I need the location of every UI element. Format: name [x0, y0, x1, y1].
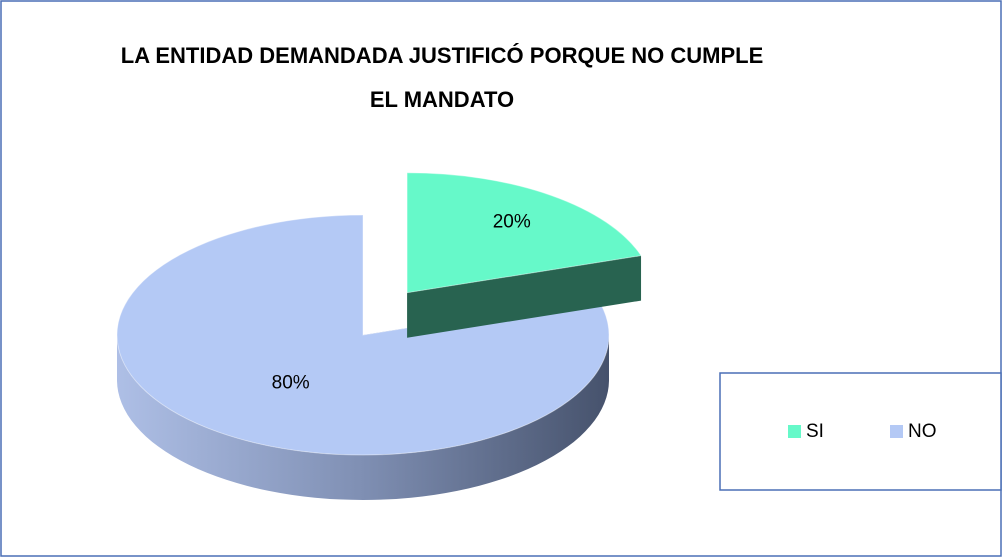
data-label: 20%: [493, 212, 531, 233]
legend-label: NO: [908, 421, 937, 442]
legend-label: SI: [806, 421, 824, 442]
legend-box: [719, 372, 1002, 491]
chart-title: LA ENTIDAD DEMANDADA JUSTIFICÓ PORQUE NO…: [121, 43, 764, 68]
legend-swatch: [788, 425, 801, 438]
slice: [406, 172, 642, 294]
slice-side: [117, 335, 609, 500]
legend-swatch: [890, 425, 903, 438]
data-label: 80%: [272, 373, 310, 394]
slice: [116, 214, 610, 456]
chart-title: EL MANDATO: [370, 87, 514, 112]
slice-face: [407, 255, 642, 338]
